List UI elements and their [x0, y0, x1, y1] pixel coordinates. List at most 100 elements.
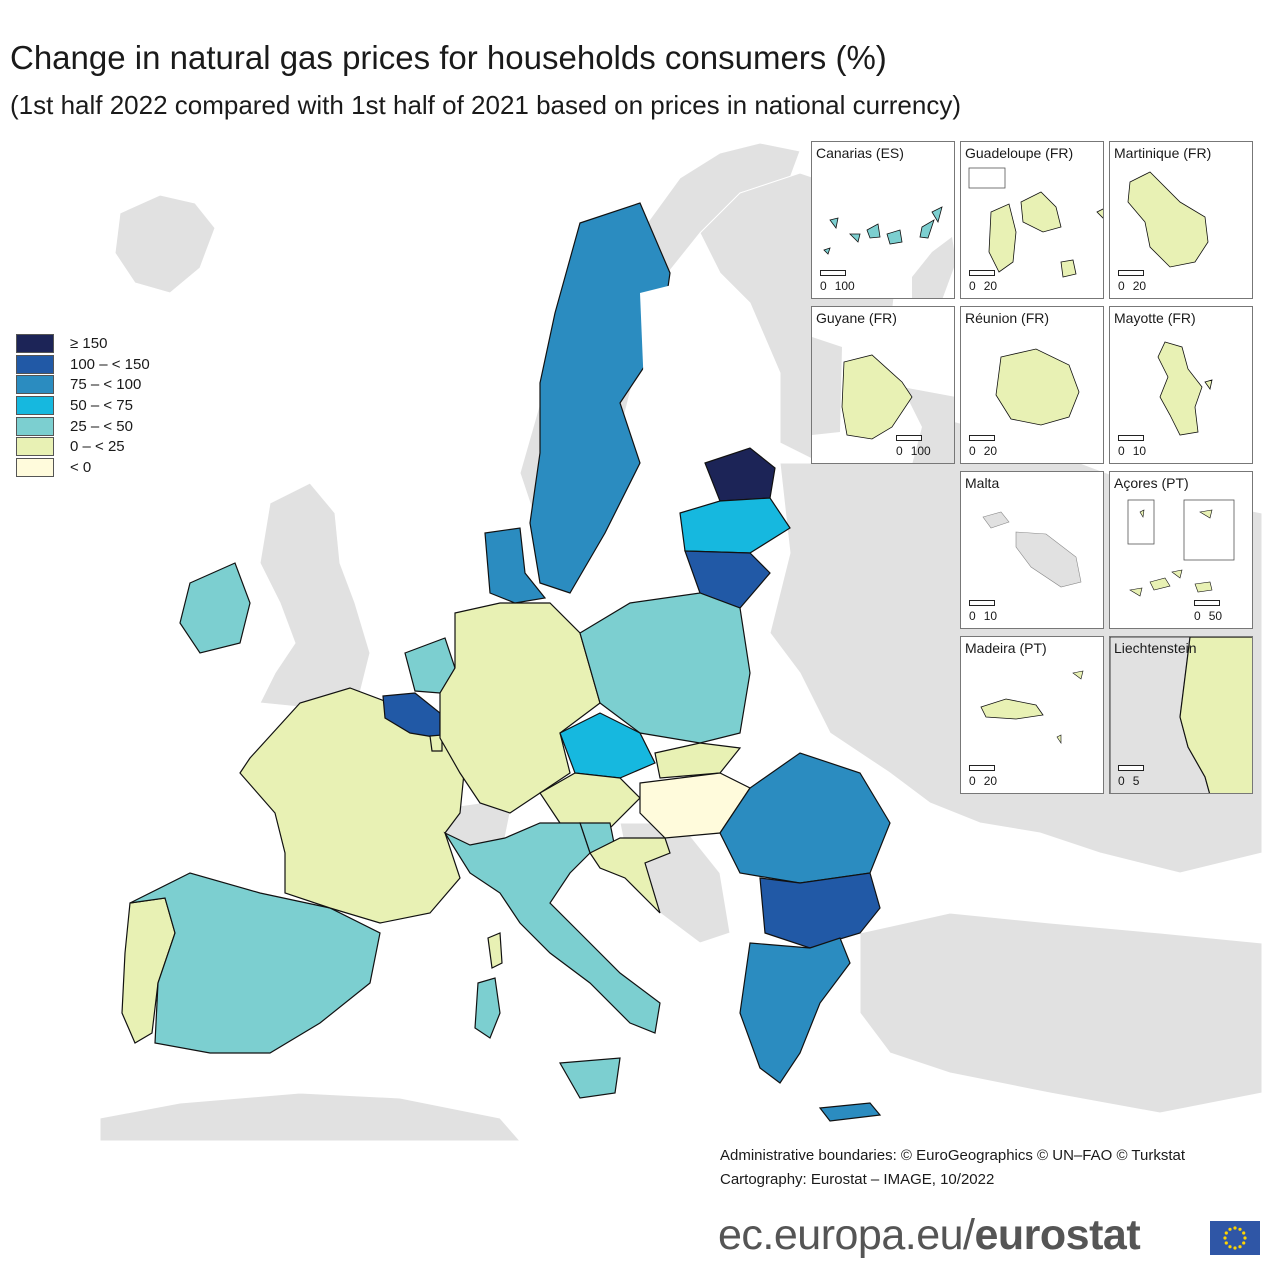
romania: [719, 752, 891, 884]
legend-swatch: [16, 457, 54, 477]
legend-swatch: [16, 354, 54, 374]
legend-label: < 0: [70, 458, 92, 476]
scale-start: 0: [969, 774, 976, 788]
slovakia: [654, 742, 742, 779]
inset-reunion: Réunion (FR) 0 20: [960, 306, 1104, 464]
scale-end: 20: [1132, 279, 1147, 293]
inset-liechtenstein-shapes: [1110, 637, 1252, 793]
inset-guadeloupe-shapes: [968, 167, 1103, 278]
inset-martinique: Martinique (FR) 0 20: [1109, 141, 1253, 299]
scale-bar: 0 20: [969, 765, 1005, 788]
inset-canarias-shapes: [823, 206, 954, 298]
latvia: [679, 497, 791, 554]
scale-bar: 0 20: [969, 435, 1005, 458]
legend-swatch: [16, 395, 54, 415]
crete: [818, 1102, 882, 1122]
bulgaria: [759, 872, 881, 949]
scale-end: 50: [1208, 609, 1223, 623]
inset-acores: Açores (PT) 0 50: [1109, 471, 1253, 629]
legend-item: < 0: [16, 457, 150, 478]
legend-item: 75 – < 100: [16, 374, 150, 395]
eu-flag-icon: [1210, 1221, 1260, 1255]
scale-bar: 0 10: [1118, 435, 1154, 458]
scale-end: 100: [834, 279, 855, 293]
sicily: [559, 1057, 621, 1099]
inset-malta-shapes: [982, 511, 1082, 588]
inset-label: Malta: [965, 475, 1000, 491]
inset-guadeloupe: Guadeloupe (FR) 0 20: [960, 141, 1104, 299]
sweden: [529, 202, 671, 594]
sardinia: [474, 977, 501, 1039]
legend-item: 25 – < 50: [16, 416, 150, 437]
scale-end: 100: [910, 444, 931, 458]
inset-canarias: Canarias (ES) 0 100: [811, 141, 955, 299]
scale-start: 0: [1118, 279, 1125, 293]
scale-bar: 0 50: [1194, 600, 1230, 623]
inset-label: Açores (PT): [1114, 475, 1189, 491]
luxembourg: [429, 734, 443, 752]
inset-label: Canarias (ES): [816, 145, 904, 161]
north-africa: [100, 1092, 521, 1141]
legend-swatch: [16, 333, 54, 353]
scale-start: 0: [1194, 609, 1201, 623]
legend-label: 50 – < 75: [70, 396, 133, 414]
scale-end: 5: [1132, 774, 1140, 788]
italy: [443, 822, 661, 1034]
scale-start: 0: [969, 279, 976, 293]
eu-countries: [121, 202, 891, 1122]
poland: [579, 592, 751, 744]
inset-label: Liechtenstein: [1114, 640, 1197, 656]
inset-reunion-shapes: [995, 348, 1080, 426]
scale-end: 10: [983, 609, 998, 623]
credits-boundaries: Administrative boundaries: © EuroGeograp…: [720, 1147, 1186, 1164]
scale-start: 0: [1118, 774, 1125, 788]
eurostat-url[interactable]: ec.europa.eu/eurostat: [718, 1210, 1141, 1260]
scale-bar: 0 100: [896, 435, 939, 458]
finland: [640, 283, 690, 433]
scale-start: 0: [820, 279, 827, 293]
inset-madeira-shapes: [980, 670, 1084, 744]
france: [239, 687, 466, 924]
scale-end: 20: [983, 279, 998, 293]
legend-swatch: [16, 416, 54, 436]
scale-start: 0: [969, 609, 976, 623]
inset-acores-shapes: [1127, 499, 1235, 597]
inset-label: Martinique (FR): [1114, 145, 1212, 161]
scale-end: 20: [983, 444, 998, 458]
legend-item: 100 – < 150: [16, 354, 150, 375]
legend-swatch: [16, 375, 54, 395]
inset-guyane: Guyane (FR) 0 100: [811, 306, 955, 464]
map-subtitle: (1st half 2022 compared with 1st half of…: [10, 90, 961, 120]
lithuania: [684, 550, 771, 609]
inset-madeira: Madeira (PT) 0 20: [960, 636, 1104, 794]
scale-bar: 0 20: [1118, 270, 1154, 293]
estonia: [704, 447, 776, 502]
ireland: [179, 562, 251, 654]
inset-mayotte: Mayotte (FR) 0 10: [1109, 306, 1253, 464]
great-britain: [259, 482, 371, 709]
scale-start: 0: [896, 444, 903, 458]
legend: ≥ 150 100 – < 150 75 – < 100 50 – < 75 2…: [16, 333, 150, 478]
scale-bar: 0 20: [969, 270, 1005, 293]
legend-label: ≥ 150: [70, 334, 108, 352]
inset-martinique-shapes: [1127, 171, 1209, 268]
scale-start: 0: [1118, 444, 1125, 458]
legend-item: 0 – < 25: [16, 436, 150, 457]
legend-label: 100 – < 150: [70, 355, 150, 373]
spain: [129, 872, 381, 1054]
legend-item: 50 – < 75: [16, 395, 150, 416]
inset-guyane-shapes: [812, 337, 954, 463]
scale-bar: 0 100: [820, 270, 863, 293]
inset-label: Réunion (FR): [965, 310, 1050, 326]
corsica: [487, 932, 503, 969]
inset-label: Mayotte (FR): [1114, 310, 1196, 326]
legend-label: 25 – < 50: [70, 417, 133, 435]
legend-label: 0 – < 25: [70, 438, 125, 456]
inset-label: Guyane (FR): [816, 310, 897, 326]
inset-mayotte-shapes: [1157, 341, 1213, 436]
map-title: Change in natural gas prices for househo…: [10, 39, 887, 76]
inset-label: Guadeloupe (FR): [965, 145, 1074, 161]
scale-start: 0: [969, 444, 976, 458]
